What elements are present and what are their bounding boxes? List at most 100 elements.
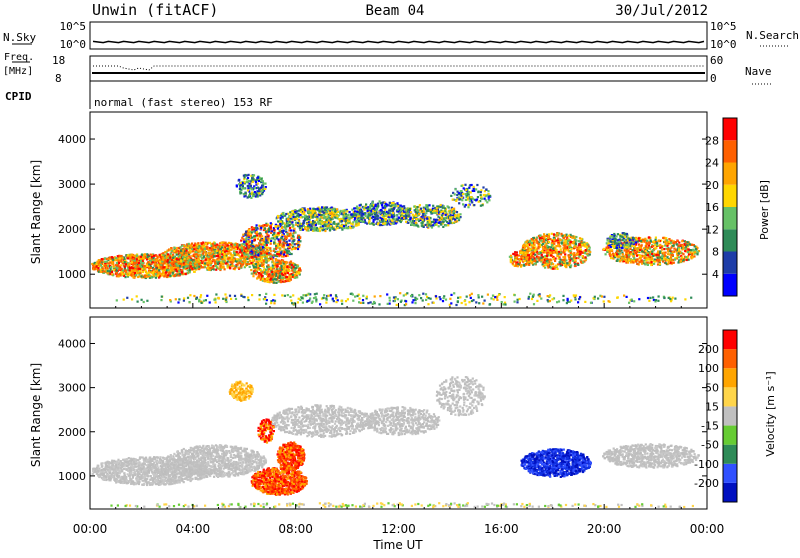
echo-cell bbox=[209, 242, 211, 244]
echo-cell bbox=[135, 270, 137, 272]
echo-cell bbox=[269, 275, 271, 277]
echo-cell bbox=[211, 248, 213, 250]
echo-cell bbox=[397, 208, 399, 210]
echo-cell bbox=[204, 248, 206, 250]
echo-cell bbox=[408, 215, 410, 217]
echo-cell bbox=[222, 260, 224, 262]
echo-cell bbox=[440, 216, 442, 218]
echo-cell bbox=[307, 208, 309, 210]
echo-cell bbox=[266, 234, 268, 236]
echo-cell bbox=[129, 267, 131, 269]
echo-cell bbox=[263, 280, 265, 282]
echo-cell bbox=[202, 266, 204, 268]
echo-cell bbox=[148, 263, 150, 265]
echo-cell bbox=[255, 258, 257, 260]
echo-cell bbox=[256, 194, 258, 196]
echo-cell bbox=[421, 225, 423, 227]
echo-cell bbox=[296, 218, 298, 220]
echo-cell bbox=[203, 245, 205, 247]
echo-cell bbox=[286, 266, 288, 268]
echo-cell bbox=[430, 209, 432, 211]
echo-cell bbox=[126, 273, 128, 275]
echo-cell bbox=[369, 223, 371, 225]
echo-cell bbox=[239, 186, 241, 188]
echo-cell bbox=[453, 208, 455, 210]
echo-cell bbox=[442, 221, 444, 223]
echo-cell bbox=[328, 215, 330, 217]
echo-cell bbox=[140, 260, 142, 262]
echo-cell bbox=[286, 233, 288, 235]
echo-cell bbox=[281, 234, 283, 236]
echo-cell bbox=[252, 195, 254, 197]
freq-tick-bottom: 8 bbox=[55, 72, 62, 85]
echo-cell bbox=[425, 224, 427, 226]
echo-cell bbox=[299, 223, 301, 225]
echo-cell bbox=[457, 214, 459, 216]
echo-cell bbox=[286, 251, 288, 253]
echo-cell bbox=[117, 255, 119, 257]
echo-cell bbox=[301, 213, 303, 215]
echo-cell bbox=[225, 262, 227, 264]
echo-cell bbox=[179, 246, 181, 248]
echo-cell bbox=[444, 207, 446, 209]
echo-cell bbox=[471, 201, 473, 203]
echo-cell bbox=[324, 230, 326, 232]
echo-cell bbox=[291, 253, 293, 255]
echo-cell bbox=[354, 214, 356, 216]
echo-cell bbox=[194, 262, 196, 264]
echo-cell bbox=[376, 214, 378, 216]
echo-cell bbox=[240, 182, 242, 184]
echo-cell bbox=[257, 254, 259, 256]
echo-cell bbox=[352, 216, 354, 218]
echo-cell bbox=[248, 196, 250, 198]
echo-cell bbox=[113, 265, 115, 267]
echo-cell bbox=[196, 266, 198, 268]
echo-cell bbox=[154, 262, 156, 264]
echo-cell bbox=[247, 254, 249, 256]
echo-cell bbox=[558, 251, 560, 253]
echo-cell bbox=[316, 227, 318, 229]
echo-cell bbox=[290, 234, 292, 236]
echo-cell bbox=[254, 191, 256, 193]
echo-cell bbox=[198, 246, 200, 248]
echo-cell bbox=[185, 266, 187, 268]
echo-cell bbox=[296, 276, 298, 278]
echo-cell bbox=[386, 204, 388, 206]
echo-cell bbox=[279, 262, 281, 264]
echo-cell bbox=[398, 213, 400, 215]
echo-cell bbox=[163, 266, 165, 268]
echo-cell bbox=[321, 214, 323, 216]
echo-cell bbox=[239, 262, 241, 264]
echo-cell bbox=[287, 244, 289, 246]
echo-cell bbox=[400, 221, 402, 223]
echo-cell bbox=[152, 261, 154, 263]
echo-cell bbox=[203, 256, 205, 258]
echo-cell bbox=[382, 202, 384, 204]
echo-cell bbox=[300, 211, 302, 213]
echo-cell bbox=[139, 272, 141, 274]
echo-cell bbox=[339, 212, 341, 214]
echo-cell bbox=[405, 215, 407, 217]
echo-cell bbox=[192, 264, 194, 266]
echo-cell bbox=[435, 221, 437, 223]
echo-cell bbox=[175, 268, 177, 270]
echo-cell bbox=[244, 260, 246, 262]
echo-cell bbox=[365, 207, 367, 209]
echo-cell bbox=[310, 229, 312, 231]
echo-cell bbox=[258, 247, 260, 249]
echo-cell bbox=[271, 237, 273, 239]
echo-cell bbox=[246, 181, 248, 183]
echo-cell bbox=[263, 244, 265, 246]
echo-cell bbox=[413, 224, 415, 226]
echo-cell bbox=[185, 252, 187, 254]
echo-cell bbox=[437, 216, 439, 218]
echo-cell bbox=[221, 242, 223, 244]
echo-cell bbox=[368, 220, 370, 222]
echo-cell bbox=[486, 194, 488, 196]
echo-cell bbox=[119, 255, 121, 257]
echo-cell bbox=[287, 272, 289, 274]
echo-cell bbox=[414, 209, 416, 211]
echo-cell bbox=[261, 193, 263, 195]
echo-cell bbox=[480, 189, 482, 191]
